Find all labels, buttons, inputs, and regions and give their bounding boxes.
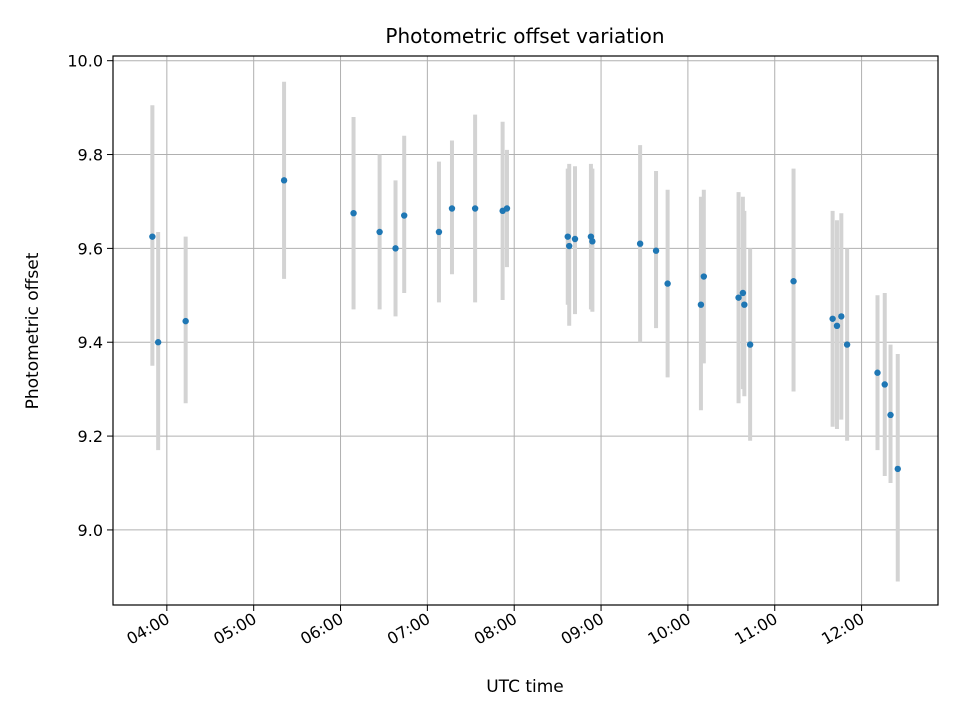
- error-bars: [150, 81, 900, 582]
- data-point: [700, 273, 708, 280]
- y-tick-label: 9.4: [78, 333, 103, 352]
- data-point: [566, 242, 573, 250]
- y-axis-ticks: 9.0 9.2 9.4 9.6 9.8 10.0: [67, 52, 113, 540]
- chart-title: Photometric offset variation: [385, 24, 664, 48]
- data-point: [376, 228, 383, 236]
- data-point: [746, 341, 754, 348]
- x-tick-label: 07:00: [384, 609, 433, 649]
- x-axis-ticks: 04:00 05:00 06:00 07:00 08:00 09:00 10:00 11:00…: [123, 605, 868, 649]
- data-point: [887, 411, 894, 419]
- data-point: [149, 233, 156, 240]
- x-tick-label: 08:00: [471, 609, 520, 649]
- data-point: [790, 278, 797, 285]
- x-tick-label: 10:00: [644, 609, 693, 649]
- x-tick-label: 11:00: [731, 609, 780, 649]
- data-point: [182, 317, 189, 325]
- y-tick-label: 9.0: [78, 521, 103, 540]
- data-point: [652, 247, 660, 254]
- data-point: [401, 212, 408, 219]
- y-tick-label: 9.2: [78, 427, 103, 446]
- data-point: [564, 233, 571, 240]
- data-point: [154, 339, 162, 346]
- data-point: [739, 289, 747, 297]
- data-point: [664, 280, 671, 287]
- x-axis-label: UTC time: [486, 677, 564, 697]
- data-point: [829, 315, 836, 322]
- data-point: [350, 209, 357, 217]
- data-point: [833, 322, 841, 330]
- data-point: [741, 301, 748, 308]
- data-point: [435, 228, 443, 236]
- data-point: [843, 341, 851, 348]
- data-point: [503, 205, 511, 212]
- x-tick-label: 12:00: [818, 609, 867, 649]
- data-point: [392, 245, 399, 252]
- grid-lines: [113, 56, 938, 605]
- x-tick-label: 04:00: [123, 609, 172, 649]
- data-point: [697, 301, 705, 308]
- y-axis-label: Photometric offset: [23, 252, 43, 409]
- data-point: [636, 240, 644, 247]
- data-point: [571, 235, 579, 243]
- x-tick-label: 09:00: [558, 609, 607, 649]
- y-tick-label: 10.0: [67, 52, 103, 71]
- x-tick-label: 05:00: [210, 609, 259, 649]
- y-tick-label: 9.8: [78, 146, 103, 165]
- data-point: [881, 381, 888, 388]
- data-point: [448, 205, 456, 212]
- data-point: [471, 205, 479, 212]
- data-point: [874, 369, 881, 376]
- data-point: [589, 238, 596, 245]
- data-points: [149, 177, 901, 473]
- data-point: [838, 313, 845, 320]
- data-point: [894, 465, 901, 473]
- x-tick-label: 06:00: [297, 609, 346, 649]
- plot-area-frame: [112, 55, 939, 606]
- data-point: [735, 294, 742, 301]
- y-tick-label: 9.6: [78, 239, 103, 258]
- data-point: [280, 177, 288, 184]
